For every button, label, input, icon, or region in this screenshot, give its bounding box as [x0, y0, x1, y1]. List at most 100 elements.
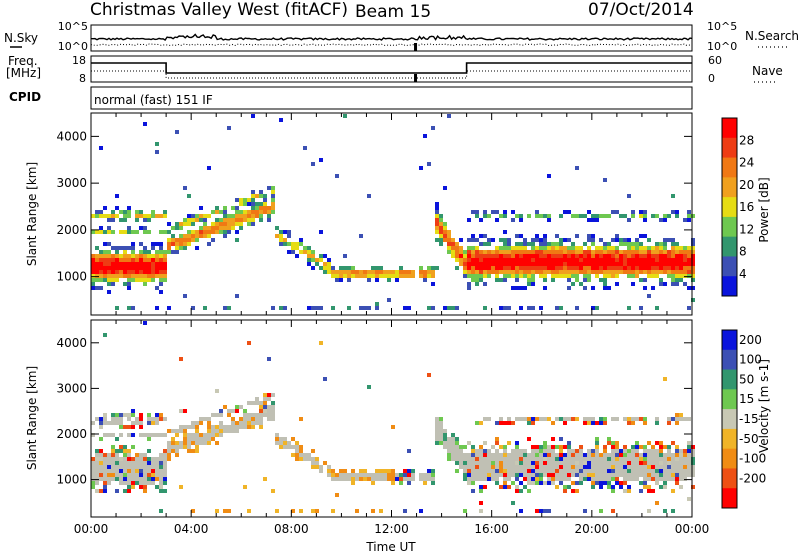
heatmap-cell [183, 425, 187, 429]
heatmap-cell [551, 266, 555, 270]
noise-tick-bottom-right: 10^0 [707, 40, 737, 53]
heatmap-cell [599, 509, 603, 513]
heatmap-cell [495, 473, 499, 477]
heatmap-cell [587, 262, 591, 266]
heatmap-cell [279, 306, 283, 310]
heatmap-cell [379, 509, 383, 513]
heatmap-cell [615, 469, 619, 473]
heatmap-cell [331, 274, 335, 278]
heatmap-cell [627, 246, 631, 250]
heatmap-cell [119, 274, 123, 278]
heatmap-cell [503, 262, 507, 266]
heatmap-cell [279, 445, 283, 449]
heatmap-cell [403, 473, 407, 477]
heatmap-cell [559, 417, 563, 421]
heatmap-cell [595, 453, 599, 457]
heatmap-cell [619, 449, 623, 453]
heatmap-cell [163, 258, 167, 262]
heatmap-cell [191, 218, 195, 222]
heatmap-cell [679, 449, 683, 453]
heatmap-cell [427, 270, 431, 274]
heatmap-cell [107, 481, 111, 485]
heatmap-cell [567, 274, 571, 278]
heatmap-cell [663, 509, 667, 513]
heatmap-cell [119, 461, 123, 465]
heatmap-cell [215, 218, 219, 222]
heatmap-cell [527, 306, 531, 310]
heatmap-cell [91, 473, 95, 477]
heatmap-cell [527, 214, 531, 218]
heatmap-cell [143, 262, 147, 266]
heatmap-cell [467, 270, 471, 274]
heatmap-cell [503, 421, 507, 425]
heatmap-cell [491, 477, 495, 481]
heatmap-cell [627, 421, 631, 425]
heatmap-cell [259, 214, 263, 218]
heatmap-cell [95, 210, 99, 214]
velocity-colorbar-segment [722, 349, 737, 371]
heatmap-cell [423, 278, 427, 282]
heatmap-cell [535, 453, 539, 457]
heatmap-cell [371, 266, 375, 270]
heatmap-cell [635, 270, 639, 274]
heatmap-cell [111, 421, 115, 425]
heatmap-cell [111, 230, 115, 234]
heatmap-cell [147, 262, 151, 266]
heatmap-cell [399, 481, 403, 485]
heatmap-cell [611, 461, 615, 465]
heatmap-cell [467, 282, 471, 286]
heatmap-cell [687, 449, 691, 453]
heatmap-cell [571, 262, 575, 266]
heatmap-cell [115, 274, 119, 278]
heatmap-cell [203, 306, 207, 310]
heatmap-cell [259, 409, 263, 413]
heatmap-cell [651, 246, 655, 250]
heatmap-cell [187, 234, 191, 238]
heatmap-cell [159, 413, 163, 417]
heatmap-cell [127, 417, 131, 421]
heatmap-cell [471, 481, 475, 485]
heatmap-cell [539, 270, 543, 274]
heatmap-cell [499, 473, 503, 477]
heatmap-cell [615, 477, 619, 481]
heatmap-cell [199, 218, 203, 222]
heatmap-cell [607, 481, 611, 485]
heatmap-cell [467, 465, 471, 469]
heatmap-cell [531, 465, 535, 469]
heatmap-cell [103, 457, 107, 461]
heatmap-cell [159, 433, 163, 437]
heatmap-cell [199, 421, 203, 425]
heatmap-cell [475, 274, 479, 278]
heatmap-cell [639, 445, 643, 449]
heatmap-cell [143, 246, 147, 250]
heatmap-cell [511, 469, 515, 473]
heatmap-cell [143, 465, 147, 469]
heatmap-cell [543, 481, 547, 485]
heatmap-cell [559, 238, 563, 242]
heatmap-cell [271, 190, 275, 194]
heatmap-cell [535, 461, 539, 465]
heatmap-cell [167, 238, 171, 242]
heatmap-cell [147, 254, 151, 258]
heatmap-cell [367, 306, 371, 310]
heatmap-cell [199, 433, 203, 437]
heatmap-cell [99, 457, 103, 461]
heatmap-cell [339, 469, 343, 473]
heatmap-cell [691, 214, 695, 218]
heatmap-cell [287, 445, 291, 449]
heatmap-cell [179, 425, 183, 429]
heatmap-cell [531, 262, 535, 266]
heatmap-cell [239, 218, 243, 222]
heatmap-cell [155, 274, 159, 278]
heatmap-cell [471, 457, 475, 461]
heatmap-cell [195, 218, 199, 222]
heatmap-cell [459, 254, 463, 258]
heatmap-cell [303, 457, 307, 461]
heatmap-cell [127, 226, 131, 230]
heatmap-cell [215, 210, 219, 214]
heatmap-cell [563, 250, 567, 254]
heatmap-cell [487, 274, 491, 278]
heatmap-cell [115, 250, 119, 254]
heatmap-cell [527, 274, 531, 278]
heatmap-cell [627, 254, 631, 258]
